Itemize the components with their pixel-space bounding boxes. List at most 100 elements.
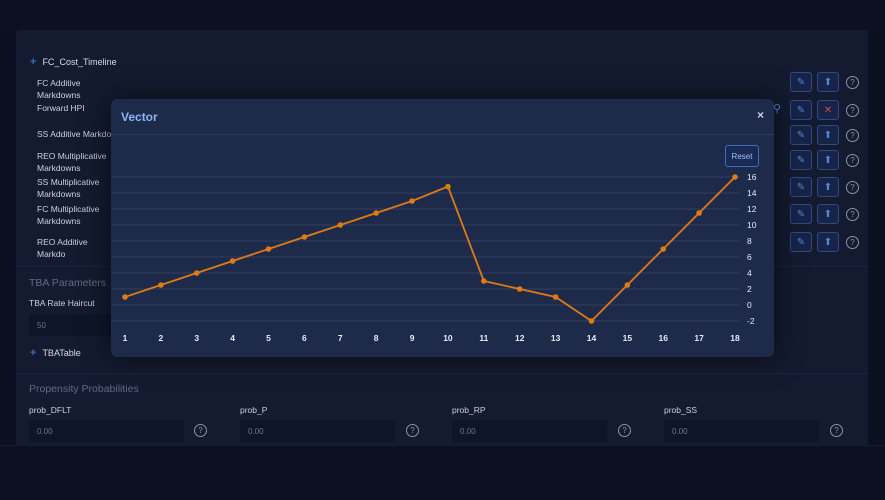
row-actions: ✎ ⬆ ? [790,72,859,92]
prob-ss-input[interactable]: 0.00 [664,420,819,442]
help-icon[interactable]: ? [846,235,859,249]
row-label-ss-additive: SS Additive Markdo [37,129,112,139]
expand-icon[interactable]: + [30,347,37,359]
y-tick-label: 6 [747,252,752,262]
x-tick-label: 1 [123,333,128,343]
x-tick-label: 8 [374,333,379,343]
x-tick-label: 4 [230,333,235,343]
footer-bar [0,445,885,500]
x-tick-label: 18 [730,333,740,343]
x-tick-label: 6 [302,333,307,343]
y-tick-label: 0 [747,300,752,310]
x-tick-label: 3 [194,333,199,343]
row-actions: ✎ ⬆ ? [790,204,859,224]
row-actions: ✎ ✕ ? [790,100,859,120]
close-icon[interactable]: ✕ [817,100,839,120]
x-tick-label: 15 [623,333,633,343]
data-point [122,294,128,300]
top-bar [0,0,885,30]
upload-icon[interactable]: ⬆ [817,232,839,252]
search-icon[interactable]: ⚲ [773,103,782,115]
row-label-fc-additive: FC Additive Markdowns [37,78,81,100]
help-icon[interactable]: ? [846,207,859,221]
help-icon[interactable]: ? [846,128,859,142]
data-point [265,246,272,252]
upload-icon[interactable]: ⬆ [817,125,839,145]
row-actions: ✎ ⬆ ? [790,232,859,252]
prob-rp-input[interactable]: 0.00 [452,420,607,442]
tag-icon[interactable]: ✎ [790,125,812,145]
row-actions: ✎ ⬆ ? [790,125,859,145]
prob-p-label: prob_P [240,405,268,415]
tag-icon[interactable]: ✎ [790,204,812,224]
data-point [624,282,631,288]
upload-icon[interactable]: ⬆ [817,177,839,197]
upload-icon[interactable]: ⬆ [817,204,839,224]
divider [16,373,868,374]
x-tick-label: 17 [694,333,704,343]
tba-rate-label: TBA Rate Haircut [29,298,95,308]
modal-header: Vector × [111,99,774,135]
x-tick-label: 11 [479,333,488,343]
help-icon[interactable]: ? [846,103,859,117]
tba-section-title: TBA Parameters [29,277,107,289]
tree-header-label: FC_Cost_Timeline [42,57,117,67]
data-point [445,183,451,190]
y-tick-label: 8 [747,236,752,246]
row-label-reo-additive: REO Additive Markdo [37,237,88,259]
tba-table-toggle[interactable]: + TBATable [30,347,81,359]
propensity-section-title: Propensity Probabilities [29,383,139,395]
reset-button[interactable]: Reset [725,145,759,167]
data-point [660,246,667,252]
expand-icon[interactable]: + [30,56,37,68]
data-point [337,222,344,228]
data-point [516,286,523,292]
help-icon[interactable]: ? [406,424,419,437]
x-tick-label: 2 [159,333,164,343]
upload-icon[interactable]: ⬆ [817,150,839,170]
y-tick-label: 2 [747,284,752,294]
tag-icon[interactable]: ✎ [790,177,812,197]
tag-icon[interactable]: ✎ [790,232,812,252]
help-icon[interactable]: ? [846,153,859,167]
help-icon[interactable]: ? [830,424,843,437]
prob-dflt-input[interactable]: 0.00 [29,420,184,442]
help-icon[interactable]: ? [618,424,631,437]
help-icon[interactable]: ? [194,424,207,437]
tag-icon[interactable]: ✎ [790,72,812,92]
prob-dflt-label: prob_DFLT [29,405,72,415]
row-actions: ✎ ⬆ ? [790,150,859,170]
data-point [481,278,487,284]
x-tick-label: 10 [443,333,453,343]
row-label-ss-multiplicative: SS Multiplicative Markdowns [37,177,100,199]
tree-header[interactable]: + FC_Cost_Timeline [30,56,117,68]
data-point [229,258,236,264]
data-point [552,294,559,300]
x-tick-label: 7 [338,333,343,343]
tba-table-label: TBATable [42,348,81,358]
help-icon[interactable]: ? [846,180,859,194]
data-point [409,198,415,204]
help-icon[interactable]: ? [846,75,859,89]
row-label-fc-multiplicative: FC Multiplicative Markdowns [37,204,100,226]
tag-icon[interactable]: ✎ [790,150,812,170]
series-line [124,176,736,323]
x-tick-label: 9 [410,333,415,343]
row-label-forward-hpi: Forward HPI [37,103,85,113]
close-icon[interactable]: × [756,108,764,122]
row-label-reo-multiplicative: REO Multiplicative Markdowns [37,151,107,173]
prob-ss-label: prob_SS [664,405,698,415]
x-tick-label: 12 [515,333,525,343]
vector-modal: Vector × 16 14 12 10 8 6 4 2 0 -2 1 2 3 4 5 6 7 8 9 10 11 12 1… [111,99,774,357]
prob-rp-label: prob_RP [452,405,486,415]
tba-rate-input[interactable]: 50 [29,314,114,336]
data-point [373,210,379,216]
y-tick-label: -2 [747,316,755,326]
pencil-icon[interactable]: ✎ [790,100,812,120]
x-tick-label: 16 [659,333,669,343]
upload-icon[interactable]: ⬆ [817,72,839,92]
prob-p-input[interactable]: 0.00 [240,420,395,442]
data-point [732,174,738,180]
y-tick-label: 14 [747,188,757,198]
